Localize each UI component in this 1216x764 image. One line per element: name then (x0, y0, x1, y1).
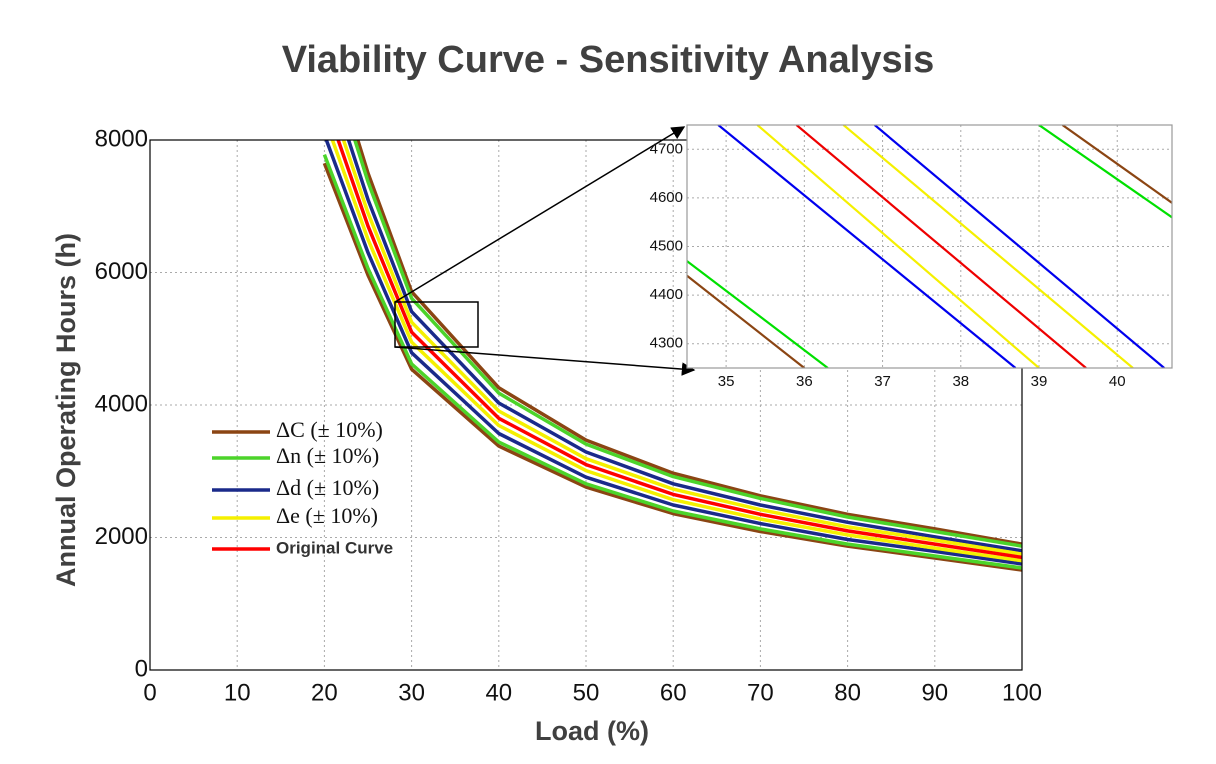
x-tick-label: 40 (1109, 373, 1126, 390)
series-line (756, 125, 1040, 368)
x-tick-label: 20 (311, 679, 338, 706)
series-line (1061, 125, 1172, 204)
series-line (322, 153, 1022, 570)
series-group (322, 140, 1022, 572)
legend-label: Δe (± 10%) (276, 503, 378, 528)
x-tick-label: 38 (952, 373, 969, 390)
x-tick-label: 50 (573, 679, 600, 706)
y-tick-label: 4000 (95, 390, 148, 417)
x-tick-label: 30 (398, 679, 425, 706)
y-tick-label: 4400 (650, 286, 683, 303)
legend-label: Δn (± 10%) (276, 443, 379, 468)
x-tick-label: 39 (1031, 373, 1048, 390)
series-line (717, 125, 1017, 368)
legend-label: ΔC (± 10%) (276, 417, 383, 442)
x-tick-label: 70 (747, 679, 774, 706)
y-tick-label: 4500 (650, 237, 683, 254)
series-line (355, 140, 1022, 546)
series-line (341, 140, 1022, 556)
legend-label: Δd (± 10%) (276, 475, 379, 500)
inset-plot: 35 36 37 38 39 40 4300 4400 4500 4600 4700 (650, 124, 1173, 390)
legend: ΔC (± 10%)Δn (± 10%) Δd (± 10%) Δe (± 10%)… (212, 417, 393, 557)
y-tick-label: 4300 (650, 335, 683, 352)
x-axis-label: Load (%) (535, 716, 649, 746)
x-tick-label: 80 (834, 679, 861, 706)
y-tick-label: 4700 (650, 140, 683, 157)
x-tick-label: 35 (718, 373, 735, 390)
series-line (1038, 125, 1172, 219)
series-line (346, 140, 1022, 553)
x-tick-label: 90 (921, 679, 948, 706)
series-line (842, 125, 1134, 368)
y-tick-label: 4600 (650, 189, 683, 206)
series-line (687, 260, 829, 368)
series-line (322, 162, 1022, 572)
zoom-box (394, 301, 479, 348)
chart-title: Viability Curve - Sensitivity Analysis (282, 39, 935, 81)
y-tick-label: 8000 (95, 125, 148, 152)
series-line (330, 140, 1022, 563)
x-tick-label: 60 (660, 679, 687, 706)
zoom-arrow (394, 126, 686, 303)
series-line (873, 125, 1165, 368)
y-tick-label: 6000 (95, 258, 148, 285)
x-tick-label: 37 (874, 373, 891, 390)
x-tick-label: 10 (224, 679, 251, 706)
x-tick-label: 40 (485, 679, 512, 706)
legend-label: Original Curve (276, 538, 393, 557)
zoom-arrow (394, 346, 696, 376)
series-group (687, 125, 1172, 368)
plot-frame (149, 139, 1023, 671)
series-line (795, 125, 1087, 368)
series-line (353, 140, 1022, 548)
y-tick-label: 2000 (95, 523, 148, 550)
series-line (324, 140, 1022, 566)
x-tick-label: 100 (1002, 679, 1042, 706)
series-line (336, 140, 1022, 560)
series-line (687, 274, 805, 368)
y-axis-label: Annual Operating Hours (h) (51, 233, 81, 587)
y-tick-label: 0 (135, 655, 148, 682)
x-tick-label: 0 (143, 679, 156, 706)
x-tick-label: 36 (796, 373, 813, 390)
plot-frame (686, 124, 1173, 369)
